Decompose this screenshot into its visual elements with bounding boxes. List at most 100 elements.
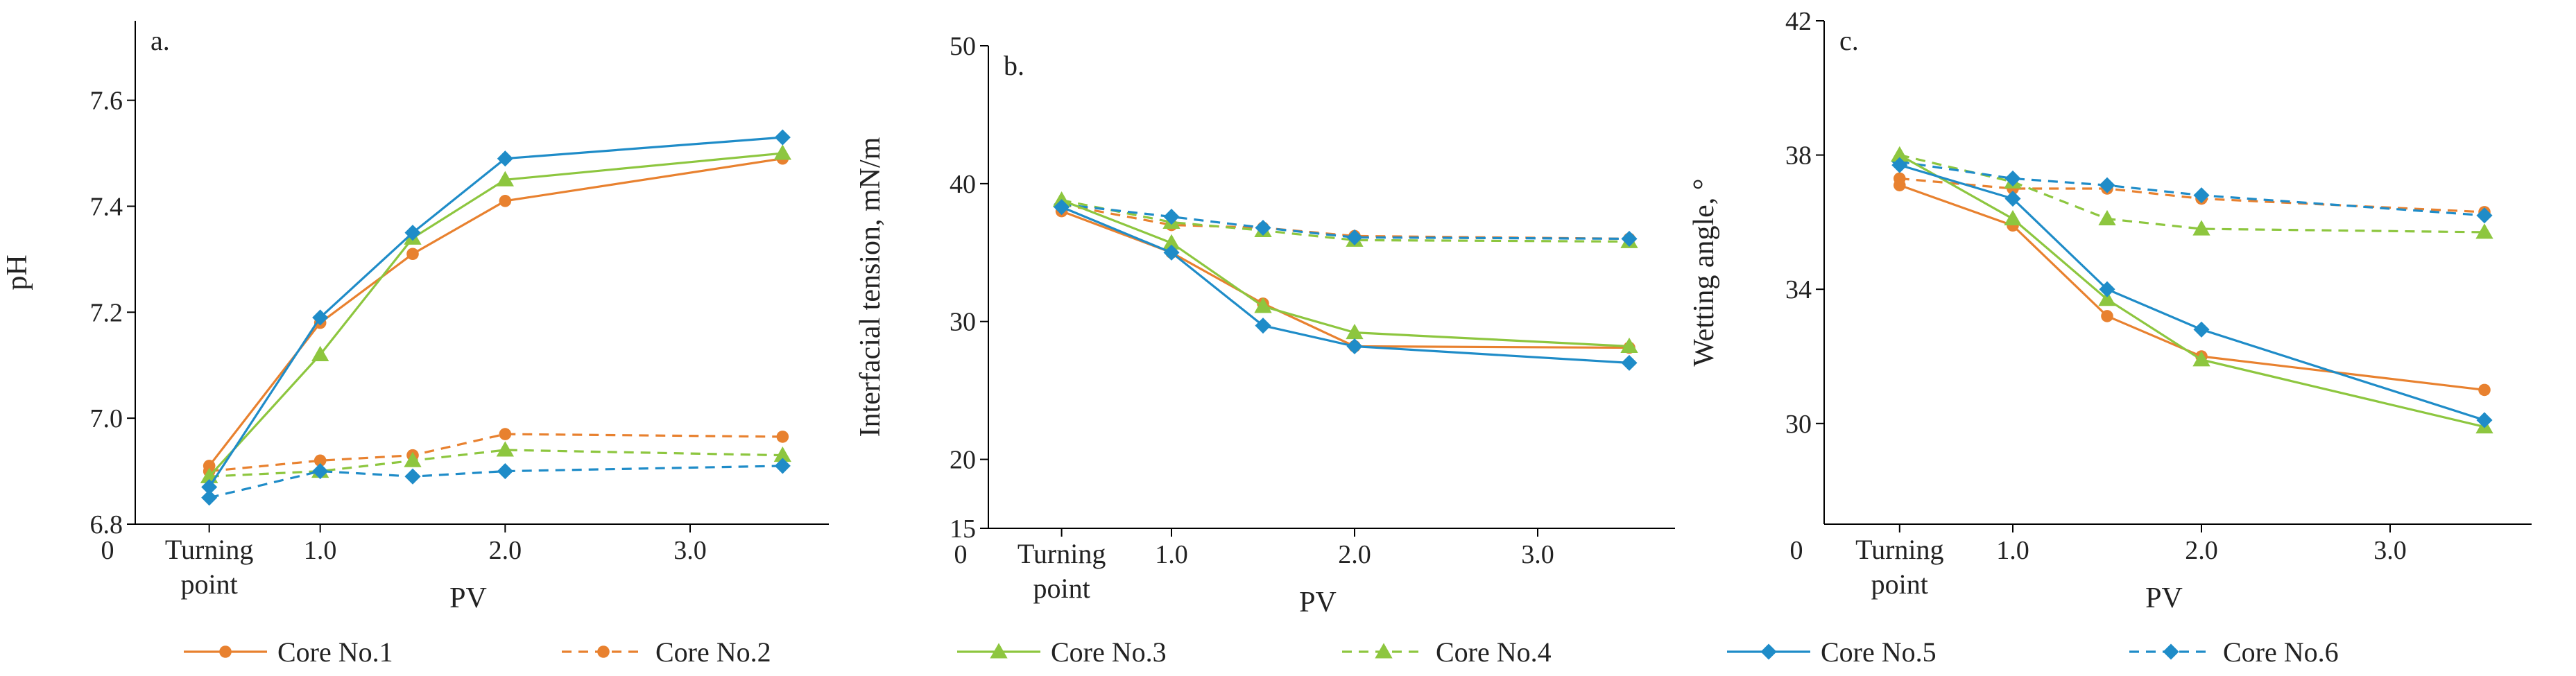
legend-marker: [2163, 643, 2179, 660]
data-point: [496, 441, 514, 457]
data-point: [1054, 199, 1070, 216]
turning-point-label: Turning: [165, 534, 253, 565]
legend-marker: [597, 645, 610, 658]
data-point: [499, 428, 512, 440]
data-point: [774, 129, 791, 146]
legend-label: Core No.4: [1436, 636, 1552, 668]
data-point: [497, 150, 513, 167]
legend-item: Core No.3: [957, 636, 1167, 668]
series-core3: [1891, 146, 2493, 434]
legend-marker: [219, 645, 232, 658]
y-tick-label: 6.8: [90, 510, 123, 539]
data-point: [776, 431, 789, 443]
data-point: [1620, 337, 1638, 353]
data-point: [314, 454, 327, 467]
data-point: [2004, 190, 2021, 207]
x-tick-label: 1.0: [1155, 540, 1188, 569]
legend-marker: [1375, 643, 1393, 659]
turning-point-label: point: [1871, 569, 1928, 600]
data-point: [2004, 209, 2022, 226]
data-point: [1621, 354, 1638, 371]
legend-item: Core No.6: [2129, 636, 2339, 668]
data-point: [2099, 281, 2115, 297]
data-point: [1891, 146, 1909, 162]
data-point: [499, 195, 512, 207]
data-point: [1255, 318, 1271, 334]
data-point: [774, 458, 791, 474]
turning-point-label: Turning: [1855, 534, 1943, 565]
x-axis-label: PV: [449, 582, 487, 614]
y-tick-label: 20: [950, 446, 976, 475]
x-tick-label: 1.0: [304, 536, 337, 565]
y-tick-label: 7.0: [90, 404, 123, 433]
series-core6: [201, 458, 791, 506]
legend-item: Core No.2: [562, 636, 771, 668]
data-point: [1255, 219, 1271, 236]
x-axis-label: PV: [2145, 582, 2183, 614]
y-tick-label: 50: [950, 32, 976, 61]
data-point: [406, 248, 419, 261]
x-tick-label: 3.0: [2373, 536, 2407, 565]
legend-label: Core No.2: [655, 636, 771, 668]
data-point: [497, 463, 513, 480]
panel-label: b.: [1004, 50, 1024, 81]
data-point: [201, 478, 218, 496]
y-tick-label: 42: [1785, 7, 1812, 36]
data-point: [1254, 297, 1272, 313]
data-point: [773, 144, 791, 160]
legend-label: Core No.3: [1051, 636, 1167, 668]
y-axis-label: Wetting angle, °: [1688, 178, 1720, 366]
data-point: [1346, 229, 1363, 245]
data-point: [2004, 170, 2021, 187]
legend-marker: [1760, 643, 1777, 660]
x-tick-label: 1.0: [1996, 536, 2029, 565]
data-point: [2478, 383, 2491, 397]
legend-item: Core No.1: [184, 636, 393, 668]
panel-b-chart: b. 15 20 30 40 50 0 1.0 2.0 3.0 Turning point PV Inte…: [855, 32, 1675, 618]
data-point: [201, 489, 218, 506]
y-tick-label: 15: [950, 514, 976, 544]
data-point: [1346, 323, 1364, 340]
x-tick-label: 2.0: [489, 536, 522, 565]
legend-item: Core No.5: [1727, 636, 1937, 668]
data-point: [404, 451, 422, 467]
y-tick-label: 34: [1785, 275, 1812, 304]
data-point: [2098, 291, 2116, 306]
y-tick-label: 30: [950, 308, 976, 337]
data-point: [2476, 207, 2493, 224]
turning-point-label: point: [1033, 573, 1090, 604]
series-core5: [1054, 199, 1638, 371]
data-point: [1621, 230, 1638, 247]
data-point: [2192, 220, 2210, 236]
y-axis-label: Interfacial tension, mN/m: [855, 137, 886, 437]
legend-label: Core No.5: [1821, 636, 1937, 668]
data-point: [1163, 244, 1180, 261]
x-tick-label: 2.0: [1338, 540, 1371, 569]
data-point: [496, 171, 514, 187]
data-point: [2192, 351, 2210, 367]
series-core5: [1891, 157, 2493, 428]
panel-label: c.: [1839, 25, 1859, 56]
data-point: [2193, 187, 2210, 204]
data-point: [1894, 179, 1906, 191]
chart-legend: Core No.1 Core No.2 Core No.3 Core No.4 Core…: [184, 636, 2339, 668]
data-point: [2098, 209, 2116, 226]
turning-point-label: point: [181, 569, 238, 600]
y-tick-label: 7.2: [90, 298, 123, 327]
data-point: [2476, 412, 2493, 428]
data-point: [404, 468, 421, 485]
panel-c-chart: c. 30 34 38 42 0 1.0 2.0 3.0 Turning point PV Wettin…: [1688, 7, 2532, 614]
x-tick-label: 3.0: [673, 536, 707, 565]
series-core3: [1052, 191, 1638, 353]
data-point: [2099, 177, 2115, 193]
data-point: [312, 309, 329, 326]
y-tick-label: 30: [1785, 410, 1812, 439]
y-tick-label: 40: [950, 170, 976, 199]
data-point: [2193, 321, 2210, 338]
panel-a-chart: a. 6.8 7.0 7.2 7.4 7.6 0 1.0 2.0 3.0 Turning point P…: [1, 21, 829, 614]
y-axis-label: pH: [1, 254, 33, 290]
legend-label: Core No.1: [277, 636, 393, 668]
turning-point-label: Turning: [1017, 538, 1106, 569]
